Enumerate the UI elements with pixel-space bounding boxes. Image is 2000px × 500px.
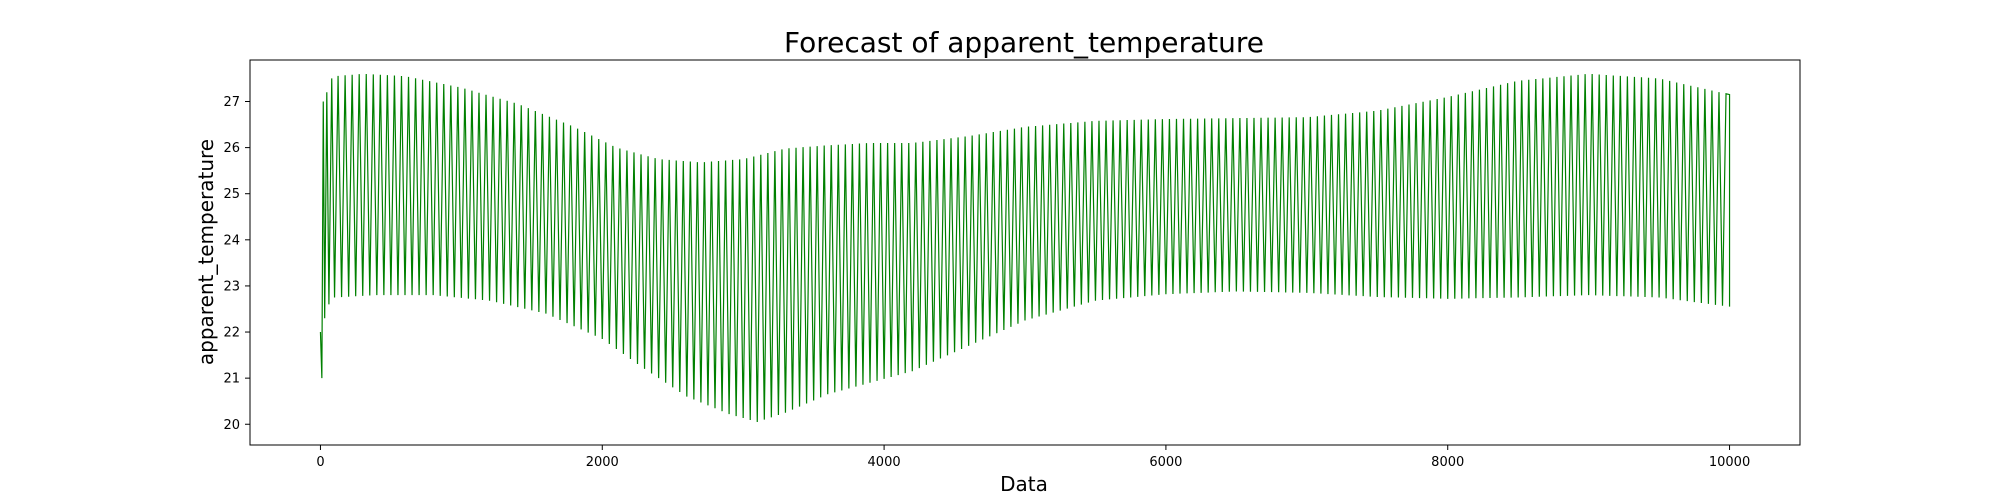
y-tick-label: 22 — [223, 326, 240, 341]
plot-frame — [249, 59, 1801, 446]
x-tick-label: 8000 — [1431, 455, 1464, 470]
y-tick-label: 23 — [223, 279, 240, 294]
y-tick-label: 25 — [223, 187, 240, 202]
y-tick-label: 24 — [223, 233, 240, 248]
x-axis-ticks: 0 2000 4000 6000 8000 10000 — [316, 445, 1750, 470]
y-tick-label: 20 — [223, 418, 240, 433]
y-axis-ticks: 20 21 22 23 24 25 26 27 — [223, 95, 250, 433]
x-tick-label: 10000 — [1709, 455, 1750, 470]
x-tick-label: 6000 — [1149, 455, 1182, 470]
y-tick-label: 21 — [223, 372, 240, 387]
y-axis-label: apparent_temperature — [194, 139, 218, 365]
y-tick-label: 27 — [223, 95, 240, 110]
y-tick-label: 26 — [223, 141, 240, 156]
chart-title: Forecast of apparent_temperature — [784, 26, 1264, 59]
x-axis-label: Data — [1000, 472, 1048, 496]
plot-area — [249, 59, 1801, 446]
x-tick-label: 0 — [316, 455, 324, 470]
series-line — [319, 74, 1731, 422]
x-tick-label: 2000 — [586, 455, 619, 470]
x-tick-label: 4000 — [868, 455, 901, 470]
